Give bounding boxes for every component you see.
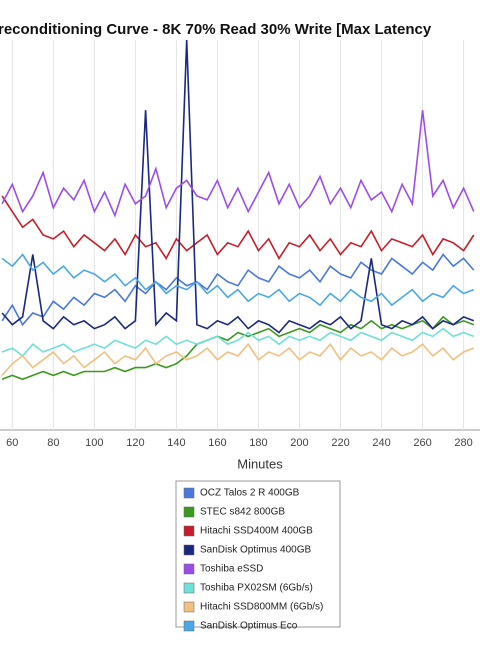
series-line [1, 39, 475, 334]
series-line [1, 110, 475, 218]
legend-swatch [183, 544, 195, 556]
legend-box [175, 480, 341, 628]
legend-swatch [183, 506, 195, 518]
series-line [1, 195, 475, 260]
legend-label: Toshiba eSSD [200, 564, 263, 575]
legend-swatch [183, 620, 195, 632]
x-tick-label: 180 [249, 437, 267, 449]
series-line [1, 327, 475, 357]
chart-title: reconditioning Curve - 8K 70% Read 30% W… [0, 21, 432, 38]
x-tick-label: 60 [6, 437, 18, 449]
x-tick-label: 240 [372, 437, 390, 449]
x-tick-label: 140 [167, 437, 185, 449]
legend-label: Hitachi SSD800MM (6Gb/s) [200, 602, 323, 613]
legend-label: Hitachi SSD400M 400GB [200, 526, 313, 537]
legend-swatch [183, 601, 195, 613]
legend-label: SanDisk Optimus Eco [200, 621, 298, 632]
x-tick-label: 120 [126, 437, 144, 449]
legend-swatch [183, 563, 195, 575]
series-line [1, 315, 475, 381]
legend-swatch [183, 487, 195, 499]
series-line [1, 253, 475, 307]
x-tick-label: 200 [290, 437, 308, 449]
legend-swatch [183, 525, 195, 537]
x-tick-label: 220 [331, 437, 349, 449]
legend-label: Toshiba PX02SM (6Gb/s) [200, 583, 313, 594]
x-tick-label: 100 [85, 437, 103, 449]
series-line [1, 342, 475, 376]
legend-label: SanDisk Optimus 400GB [200, 545, 311, 556]
x-tick-label: 260 [413, 437, 431, 449]
legend-swatch [183, 582, 195, 594]
legend-label: STEC s842 800GB [200, 507, 285, 518]
x-tick-label: 280 [454, 437, 472, 449]
x-axis-title: Minutes [237, 456, 283, 471]
legend-label: OCZ Talos 2 R 400GB [200, 488, 300, 499]
x-tick-label: 80 [47, 437, 59, 449]
series-line [1, 253, 475, 327]
x-tick-label: 160 [208, 437, 226, 449]
